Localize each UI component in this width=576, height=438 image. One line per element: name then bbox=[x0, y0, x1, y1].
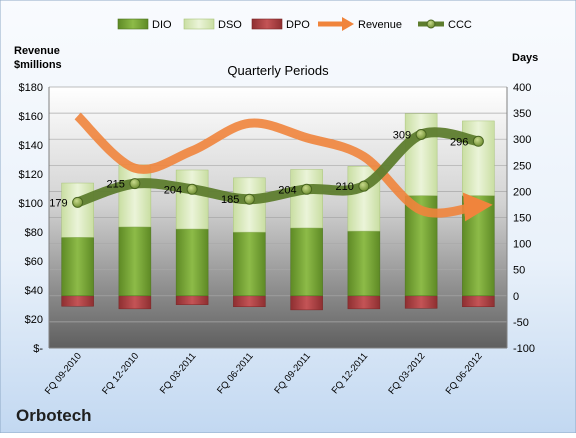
left-tick-label-4: $80 bbox=[25, 227, 43, 239]
legend-item-ccc: CCC bbox=[418, 19, 472, 31]
left-axis-label-line2: $millions bbox=[14, 59, 62, 71]
ccc-label-fq-09-2010: 179 bbox=[49, 197, 67, 209]
bar-dio-fq-09-2011 bbox=[290, 227, 323, 297]
legend-marker-ccc bbox=[426, 19, 436, 29]
ccc-point-fq-03-2011 bbox=[186, 183, 198, 195]
legend-label-ccc: CCC bbox=[448, 19, 472, 31]
right-tick-label-5: 150 bbox=[513, 213, 531, 225]
ccc-point-fq-03-2012 bbox=[415, 129, 427, 141]
bar-dso-fq-09-2010 bbox=[61, 182, 94, 238]
ccc-label-fq-06-2011: 185 bbox=[221, 194, 239, 206]
right-tick-label-1: -50 bbox=[513, 317, 529, 329]
bar-dpo-fq-06-2012 bbox=[462, 295, 495, 308]
bar-dio-fq-03-2011 bbox=[175, 228, 209, 297]
right-tick-label-3: 50 bbox=[513, 265, 525, 277]
bar-dpo-fq-06-2011 bbox=[233, 295, 266, 308]
legend-swatch-dso bbox=[183, 18, 215, 30]
left-tick-label-8: $160 bbox=[19, 111, 43, 123]
right-tick-label-10: 400 bbox=[513, 82, 531, 94]
legend-label-dso: DSO bbox=[218, 19, 242, 31]
left-tick-label-2: $40 bbox=[25, 285, 43, 297]
bar-dpo-fq-03-2012 bbox=[404, 295, 438, 309]
right-tick-label-9: 350 bbox=[513, 108, 531, 120]
bar-dpo-fq-09-2010 bbox=[61, 295, 94, 307]
bar-dpo-fq-03-2011 bbox=[175, 295, 209, 305]
left-tick-label-0: $- bbox=[33, 343, 43, 355]
left-axis-ticks: $- $20 $40 $60 $80 $100 $120 $140 $160 $180 bbox=[19, 82, 44, 355]
bar-dso-fq-03-2011 bbox=[175, 169, 209, 230]
ccc-point-fq-09-2010 bbox=[72, 196, 84, 208]
ccc-point-fq-09-2011 bbox=[301, 183, 313, 195]
bar-dio-fq-06-2011 bbox=[233, 231, 266, 297]
bar-dpo-fq-12-2011 bbox=[347, 295, 381, 310]
ccc-label-fq-03-2012: 309 bbox=[393, 130, 411, 142]
ccc-label-fq-12-2011: 210 bbox=[336, 181, 354, 193]
legend-swatch-dpo bbox=[251, 18, 283, 30]
ccc-point-fq-06-2012 bbox=[472, 135, 484, 147]
ccc-series-line bbox=[72, 127, 484, 208]
legend-label-dpo: DPO bbox=[286, 19, 310, 31]
legend-item-dpo: DPO bbox=[251, 18, 310, 31]
revenue-line bbox=[74, 112, 493, 222]
ccc-point-fq-12-2011 bbox=[358, 180, 370, 192]
legend-label-revenue: Revenue bbox=[358, 19, 402, 31]
ccc-line: 179 215 204 185 204 210 309 296 bbox=[49, 127, 484, 209]
left-axis-label-line1: Revenue bbox=[14, 45, 60, 57]
right-axis-label: Days bbox=[512, 52, 538, 64]
right-tick-label-0: -100 bbox=[513, 343, 535, 355]
ccc-point-fq-06-2011 bbox=[243, 193, 255, 205]
legend-item-dso: DSO bbox=[183, 18, 242, 31]
ccc-label-fq-09-2011: 204 bbox=[278, 184, 296, 196]
left-tick-label-9: $180 bbox=[19, 82, 43, 94]
left-tick-label-3: $60 bbox=[25, 256, 43, 268]
right-axis-ticks: -100 -50 0 50 100 150 200 250 300 350 400 bbox=[513, 82, 535, 355]
right-tick-label-2: 0 bbox=[513, 291, 519, 303]
ccc-point-fq-12-2010 bbox=[129, 178, 141, 190]
legend: DIO DSO DPO Revenue CCC bbox=[117, 17, 472, 31]
company-name: Orbotech bbox=[16, 406, 92, 425]
legend-swatch-dio bbox=[117, 18, 149, 30]
bar-dpo-fq-09-2011 bbox=[290, 295, 323, 311]
chart-title: Quarterly Periods bbox=[227, 63, 329, 78]
bar-dpo-fq-12-2010 bbox=[118, 295, 152, 310]
bar-dso-fq-09-2011 bbox=[290, 169, 323, 229]
left-tick-label-1: $20 bbox=[25, 314, 43, 326]
bar-dio-fq-12-2010 bbox=[118, 226, 152, 297]
bar-dso-fq-06-2011 bbox=[233, 177, 266, 233]
legend-item-dio: DIO bbox=[117, 18, 172, 31]
ccc-label-fq-03-2011: 204 bbox=[164, 184, 182, 196]
left-tick-label-6: $120 bbox=[19, 169, 43, 181]
right-tick-label-8: 300 bbox=[513, 134, 531, 146]
right-tick-label-6: 200 bbox=[513, 186, 531, 198]
bar-dio-fq-09-2010 bbox=[61, 237, 94, 297]
revenue-series-line bbox=[74, 112, 493, 222]
ccc-label-fq-12-2010: 215 bbox=[107, 179, 125, 191]
right-tick-label-7: 250 bbox=[513, 160, 531, 172]
left-tick-label-7: $140 bbox=[19, 140, 43, 152]
legend-item-revenue: Revenue bbox=[318, 17, 402, 31]
bar-dso-fq-06-2012 bbox=[462, 120, 495, 196]
bar-dso-fq-12-2010 bbox=[118, 164, 152, 228]
left-tick-label-5: $100 bbox=[19, 198, 43, 210]
right-tick-label-4: 100 bbox=[513, 239, 531, 251]
bar-dio-fq-12-2011 bbox=[347, 230, 381, 297]
ccc-label-fq-06-2012: 296 bbox=[450, 136, 468, 148]
legend-arrowhead-revenue bbox=[342, 17, 354, 31]
bar-dso-fq-03-2012 bbox=[404, 113, 438, 196]
legend-label-dio: DIO bbox=[152, 19, 172, 31]
